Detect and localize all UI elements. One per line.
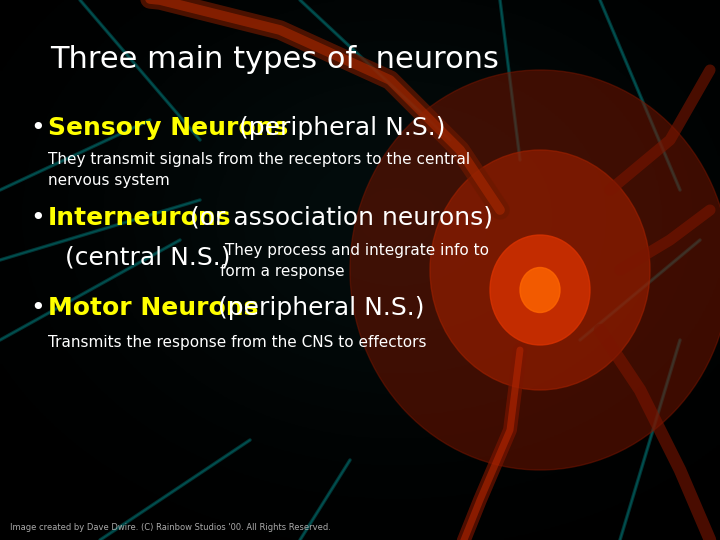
- Text: Sensory Neurons: Sensory Neurons: [48, 116, 288, 140]
- Text: They process and integrate info to
form a response: They process and integrate info to form …: [220, 243, 489, 279]
- Text: Transmits the response from the CNS to effectors: Transmits the response from the CNS to e…: [48, 335, 426, 350]
- Text: Interneurons: Interneurons: [48, 206, 232, 230]
- Text: They transmit signals from the receptors to the central
nervous system: They transmit signals from the receptors…: [48, 152, 470, 188]
- Ellipse shape: [430, 150, 650, 390]
- Text: (peripheral N.S.): (peripheral N.S.): [202, 296, 425, 320]
- Text: Image created by Dave Dwire. (C) Rainbow Studios '00. All Rights Reserved.: Image created by Dave Dwire. (C) Rainbow…: [10, 523, 331, 532]
- Text: (or association neurons): (or association neurons): [182, 206, 493, 230]
- Text: •: •: [30, 296, 45, 320]
- Text: •: •: [30, 206, 45, 230]
- Text: •: •: [30, 116, 45, 140]
- Ellipse shape: [490, 235, 590, 345]
- Ellipse shape: [350, 70, 720, 470]
- Text: (peripheral N.S.): (peripheral N.S.): [223, 116, 446, 140]
- Text: Three main types of  neurons: Three main types of neurons: [50, 45, 499, 74]
- Text: (central N.S.): (central N.S.): [65, 245, 230, 269]
- Ellipse shape: [520, 267, 560, 313]
- Text: Motor Neurons: Motor Neurons: [48, 296, 258, 320]
